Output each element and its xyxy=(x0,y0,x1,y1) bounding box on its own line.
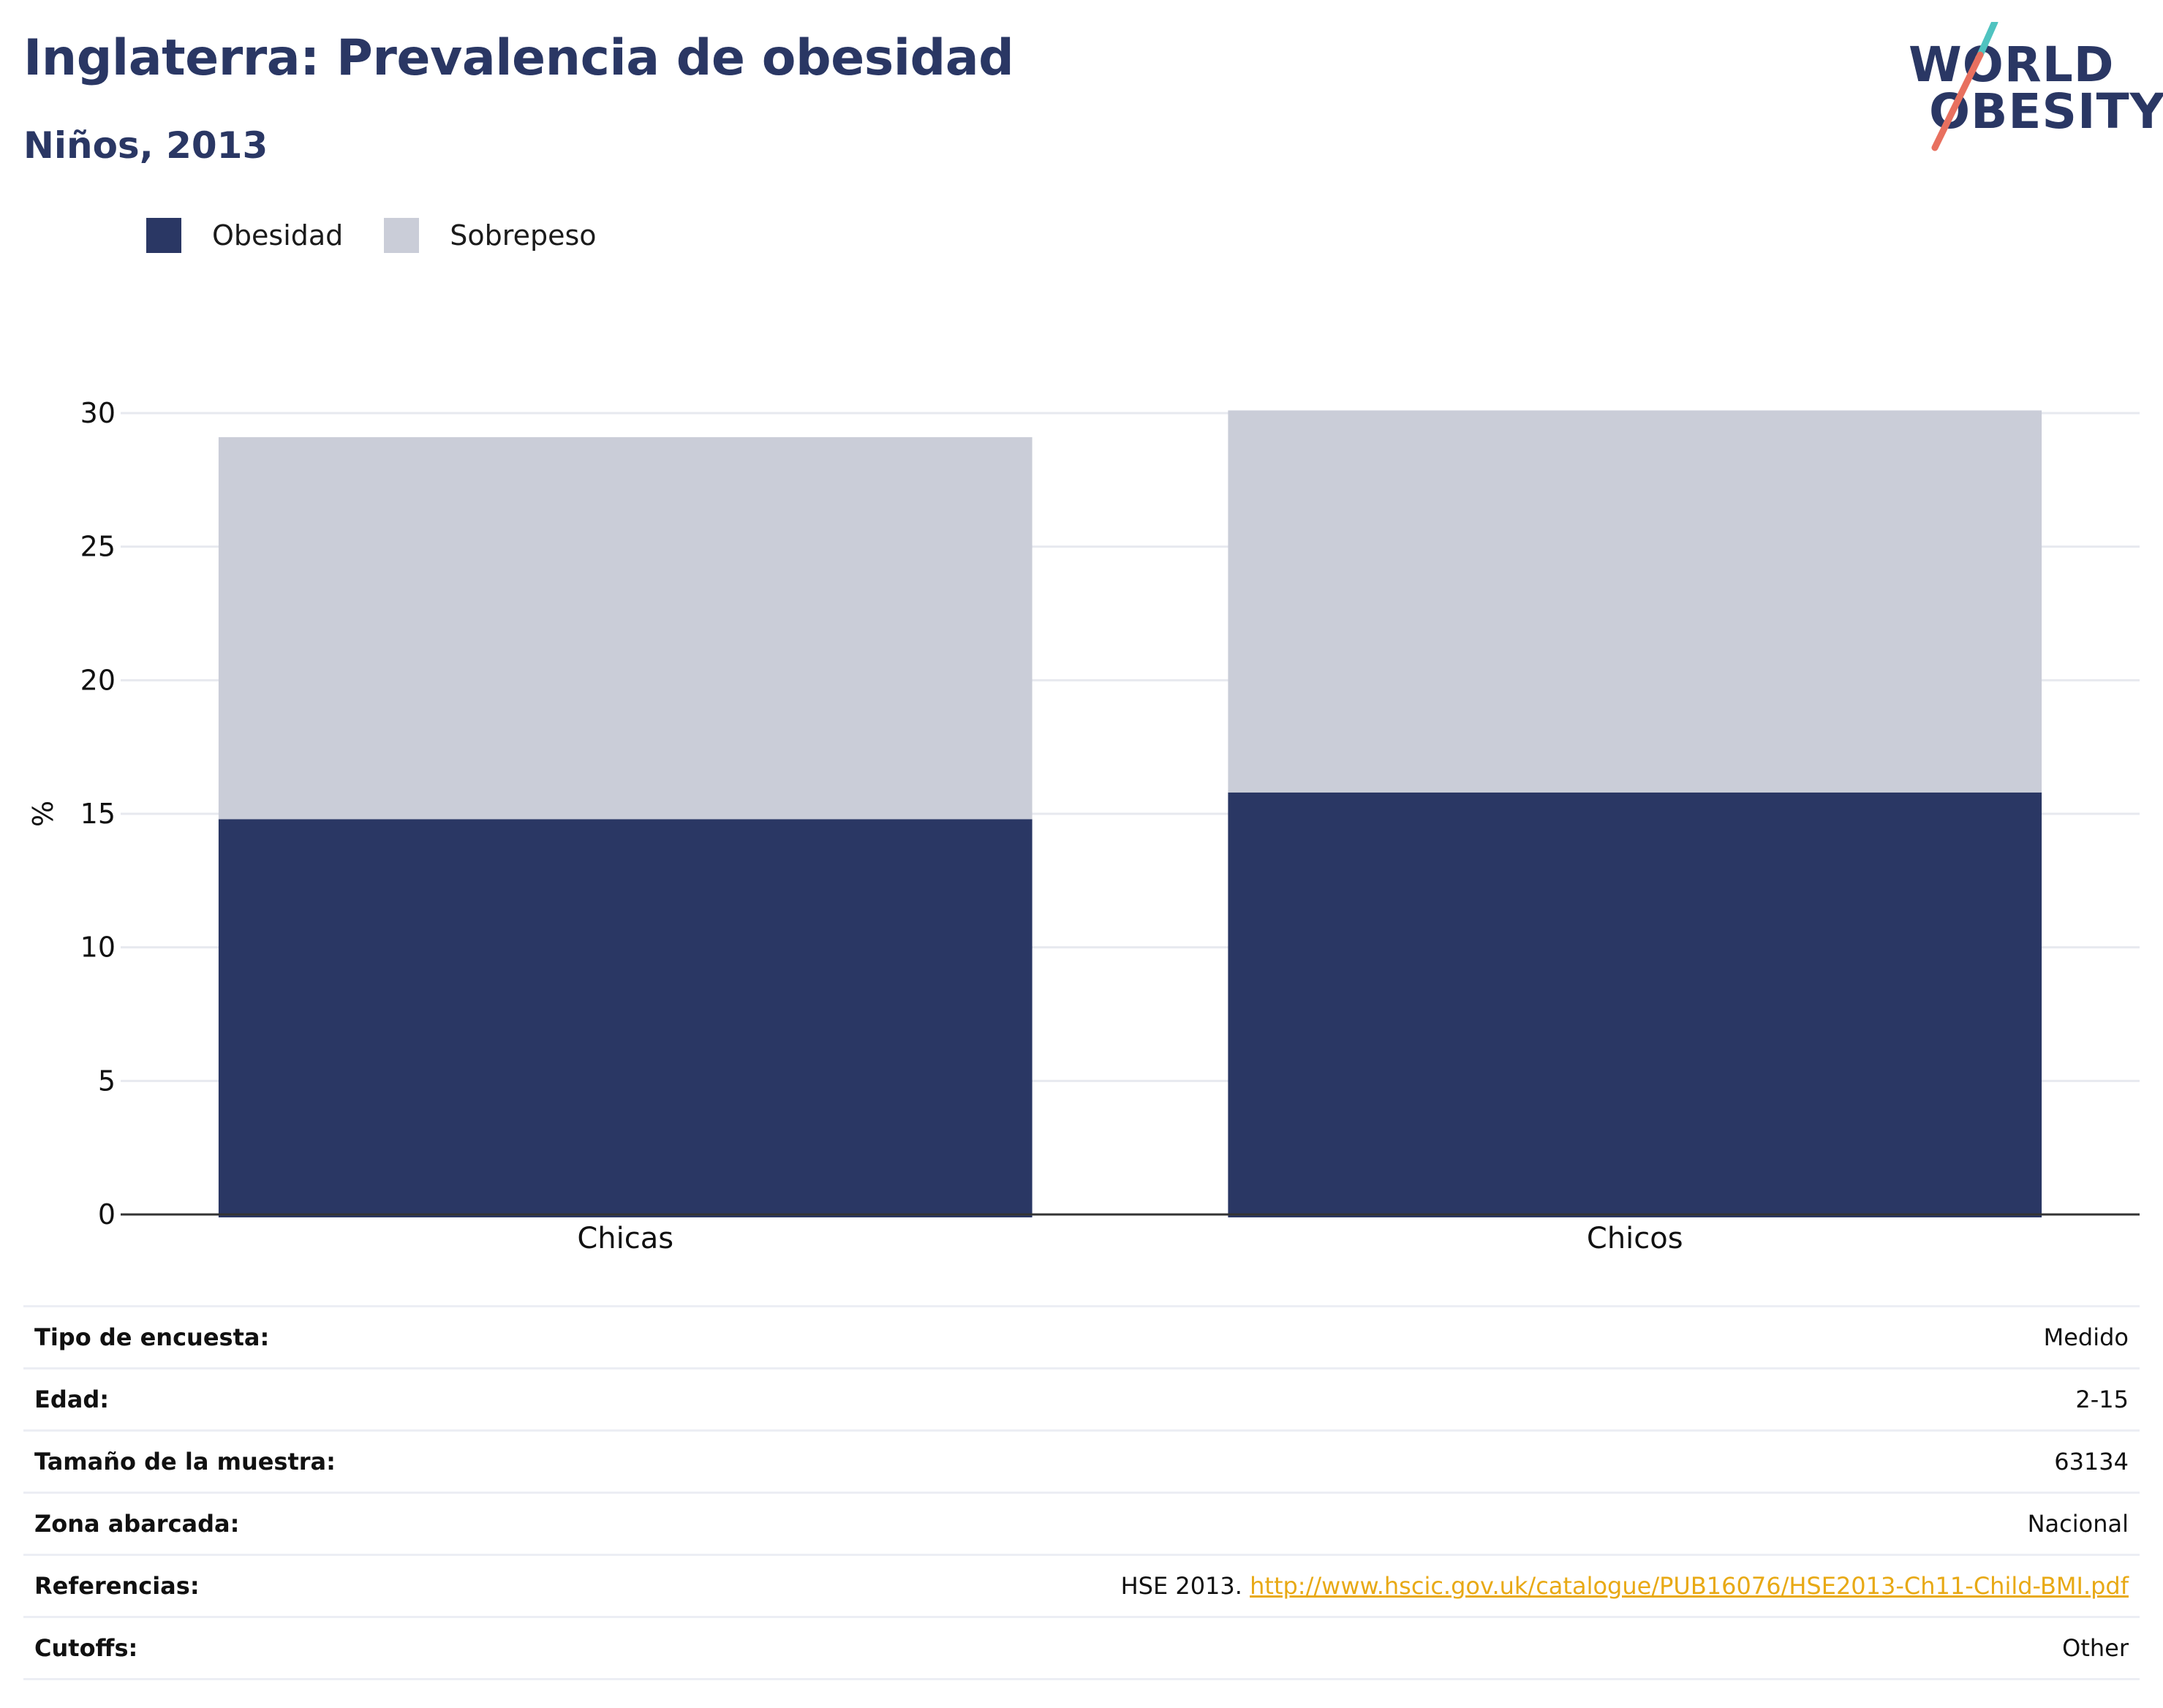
y-tick-label: 0 xyxy=(98,1198,116,1231)
legend-swatch-sobrepeso xyxy=(384,218,420,253)
info-row-tamano-muestra: Tamaño de la muestra: 63134 xyxy=(23,1429,2140,1492)
stacked-bar-chart: 0 5 10 15 20 25 30% Chicas Chicos xyxy=(27,397,2140,1255)
legend-label-sobrepeso: Sobrepeso xyxy=(450,219,597,252)
x-tick-label: Chicas xyxy=(577,1222,673,1255)
reference-text: HSE 2013. xyxy=(1120,1572,1250,1600)
info-value: 2-15 xyxy=(2075,1386,2129,1413)
x-tick-label: Chicos xyxy=(1587,1222,1683,1255)
bar-segment xyxy=(1228,410,2042,793)
info-value: Medido xyxy=(2043,1323,2129,1351)
info-row-cutoffs: Cutoffs: Other xyxy=(23,1616,2140,1680)
legend-item-sobrepeso[interactable]: Sobrepeso xyxy=(384,218,597,253)
info-value: Other xyxy=(2062,1634,2129,1662)
info-row-zona-abarcada: Zona abarcada: Nacional xyxy=(23,1492,2140,1554)
info-row-edad: Edad: 2-15 xyxy=(23,1367,2140,1429)
y-tick-label: 20 xyxy=(80,664,116,696)
info-key: Tipo de encuesta: xyxy=(34,1323,270,1351)
bar-segment xyxy=(218,819,1033,1217)
legend-swatch-obesidad xyxy=(146,218,181,253)
chart-title: Inglaterra: Prevalencia de obesidad xyxy=(23,29,1014,87)
y-tick-label: 25 xyxy=(80,531,116,563)
legend-item-obesidad[interactable]: Obesidad xyxy=(146,218,343,253)
info-row-referencias: Referencias: HSE 2013. http://www.hscic.… xyxy=(23,1554,2140,1616)
info-value: HSE 2013. http://www.hscic.gov.uk/catalo… xyxy=(1121,1572,2129,1600)
y-axis-label: % xyxy=(27,801,59,827)
info-key: Cutoffs: xyxy=(34,1634,138,1662)
legend-label-obesidad: Obesidad xyxy=(212,219,344,252)
info-key: Zona abarcada: xyxy=(34,1510,240,1538)
chart-subtitle: Niños, 2013 xyxy=(23,124,268,167)
info-key: Tamaño de la muestra: xyxy=(34,1448,336,1475)
y-tick-label: 30 xyxy=(80,397,116,429)
logo-slash-icon xyxy=(1931,22,1998,151)
world-obesity-logo: WORLD OBESITY xyxy=(1909,22,2163,154)
info-value: Nacional xyxy=(2027,1510,2129,1538)
info-row-tipo-encuesta: Tipo de encuesta: Medido xyxy=(23,1305,2140,1367)
chart-legend: Obesidad Sobrepeso xyxy=(146,218,638,253)
bar-segment xyxy=(1228,792,2042,1217)
info-key: Referencias: xyxy=(34,1572,200,1600)
info-key: Edad: xyxy=(34,1386,110,1413)
logo-word-world: WORLD xyxy=(1909,37,2115,93)
reference-link[interactable]: http://www.hscic.gov.uk/catalogue/PUB160… xyxy=(1250,1572,2129,1600)
bar-segment xyxy=(218,437,1033,820)
y-tick-label: 15 xyxy=(80,798,116,830)
survey-info-table: Tipo de encuesta: Medido Edad: 2-15 Tama… xyxy=(23,1305,2140,1680)
logo-word-obesity: OBESITY xyxy=(1929,83,2163,140)
y-tick-label: 5 xyxy=(98,1065,116,1097)
y-tick-label: 10 xyxy=(80,932,116,964)
info-value: 63134 xyxy=(2054,1448,2129,1475)
